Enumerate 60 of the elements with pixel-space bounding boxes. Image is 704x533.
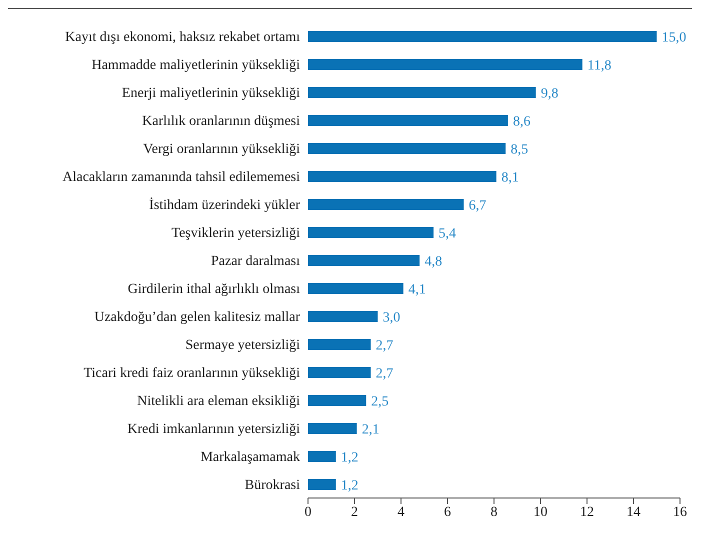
bar <box>308 59 582 70</box>
y-tick-label: Bürokrasi <box>244 478 300 493</box>
data-label: 2,7 <box>376 366 394 382</box>
bar <box>308 31 657 42</box>
y-tick-label: Uzakdoğu’dan gelen kalitesiz mallar <box>94 310 300 325</box>
data-label: 1,2 <box>340 478 358 494</box>
y-tick-label: Hammadde maliyetlerinin yüksekliği <box>92 58 300 73</box>
y-tick-label: Sermaye yetersizliği <box>185 338 300 353</box>
data-label: 8,5 <box>510 142 528 158</box>
data-label: 2,7 <box>376 338 394 354</box>
data-label: 4,8 <box>424 254 442 270</box>
data-label: 3,0 <box>382 310 400 326</box>
y-tick-label: Nitelikli ara eleman eksikliği <box>137 394 300 409</box>
bar <box>308 115 508 126</box>
data-label: 8,1 <box>501 170 519 186</box>
x-tick-label: 14 <box>626 504 640 520</box>
data-label: 2,1 <box>362 422 380 438</box>
y-tick-label: Kayıt dışı ekonomi, haksız rekabet ortamı <box>65 30 300 45</box>
y-tick-label: Markalaşamamak <box>200 450 300 465</box>
data-label: 4,1 <box>408 282 426 298</box>
y-tick-label: Kredi imkanlarının yetersizliği <box>127 422 300 437</box>
x-tick-label: 12 <box>580 504 594 520</box>
bar <box>308 227 434 238</box>
data-label: 11,8 <box>587 58 612 74</box>
x-tick-label: 8 <box>490 504 498 520</box>
y-tick-label: Pazar daralması <box>210 254 300 269</box>
bar <box>308 171 496 182</box>
x-tick-label: 6 <box>444 504 451 520</box>
data-label: 1,2 <box>340 450 358 466</box>
data-label: 2,5 <box>371 394 389 410</box>
bar <box>308 283 404 294</box>
y-tick-label: Teşviklerin yetersizliği <box>172 226 300 241</box>
data-label: 8,6 <box>512 114 530 130</box>
bar <box>308 311 378 322</box>
data-label: 5,4 <box>438 226 456 242</box>
bar <box>308 87 536 98</box>
bar <box>308 395 366 406</box>
bar <box>308 255 420 266</box>
x-tick-label: 16 <box>673 504 687 520</box>
y-tick-label: Karlılık oranlarının düşmesi <box>142 114 300 129</box>
x-tick-label: 0 <box>304 504 312 520</box>
x-tick-label: 10 <box>534 504 548 520</box>
y-tick-label: Alacakların zamanında tahsil edilememesi <box>62 170 300 185</box>
x-tick-label: 2 <box>351 504 358 520</box>
y-tick-label: Girdilerin ithal ağırlıklı olması <box>128 282 300 297</box>
y-tick-label: İstihdam üzerindeki yükler <box>149 196 300 213</box>
bar <box>308 199 464 210</box>
data-label: 15,0 <box>662 30 686 46</box>
x-tick-label: 4 <box>398 504 404 520</box>
y-tick-label: Ticari kredi faiz oranlarının yüksekliği <box>84 366 300 381</box>
bar <box>308 423 357 434</box>
bar <box>308 451 336 462</box>
bar <box>308 339 371 350</box>
bar <box>308 367 371 378</box>
y-tick-label: Enerji maliyetlerinin yüksekliği <box>122 86 300 101</box>
data-label: 6,7 <box>468 198 486 214</box>
data-label: 9,8 <box>540 86 558 102</box>
bar <box>308 143 506 154</box>
bar <box>308 479 336 490</box>
y-tick-label: Vergi oranlarının yüksekliği <box>143 142 300 157</box>
